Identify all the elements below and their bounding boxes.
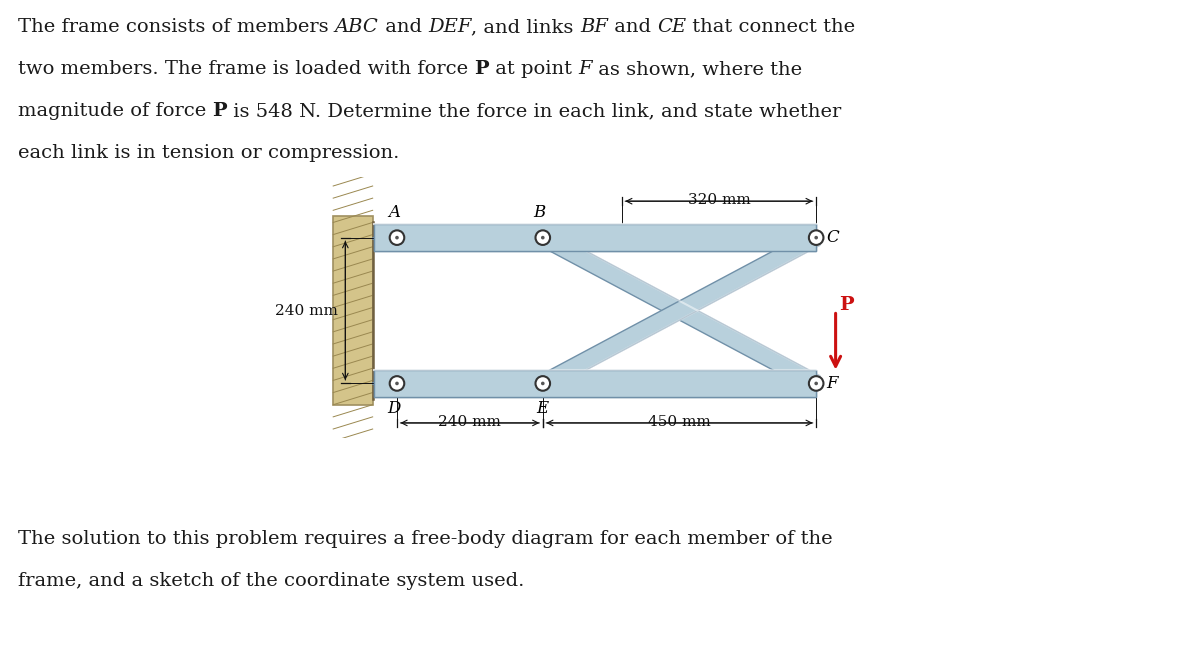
Text: F: F (826, 375, 838, 392)
Circle shape (395, 382, 398, 385)
Circle shape (395, 236, 398, 239)
Text: CE: CE (658, 18, 686, 36)
Circle shape (390, 376, 404, 390)
Text: and: and (379, 18, 428, 36)
Text: frame, and a sketch of the coordinate system used.: frame, and a sketch of the coordinate sy… (18, 572, 524, 590)
Text: F: F (578, 60, 592, 78)
Text: is 548 N. Determine the force in each link, and state whether: is 548 N. Determine the force in each li… (227, 102, 841, 120)
Text: 240 mm: 240 mm (275, 303, 338, 318)
Circle shape (541, 236, 545, 239)
Text: 240 mm: 240 mm (438, 415, 502, 429)
Text: DEF: DEF (428, 18, 472, 36)
Text: at point: at point (490, 60, 578, 78)
Text: C: C (826, 229, 839, 246)
Text: each link is in tension or compression.: each link is in tension or compression. (18, 144, 400, 162)
Polygon shape (374, 224, 816, 251)
Circle shape (815, 382, 818, 385)
Circle shape (809, 376, 823, 390)
Bar (334, 216, 373, 405)
Circle shape (390, 230, 404, 245)
Text: 450 mm: 450 mm (648, 415, 710, 429)
Text: 320 mm: 320 mm (688, 194, 750, 207)
Text: The solution to this problem requires a free-body diagram for each member of the: The solution to this problem requires a … (18, 530, 833, 548)
Circle shape (535, 376, 550, 390)
Circle shape (809, 230, 823, 245)
Circle shape (541, 382, 545, 385)
Text: E: E (536, 400, 548, 417)
Text: , and links: , and links (472, 18, 580, 36)
Text: BF: BF (580, 18, 607, 36)
Text: two members. The frame is loaded with force: two members. The frame is loaded with fo… (18, 60, 474, 78)
Text: P: P (212, 102, 227, 120)
Text: P: P (839, 296, 854, 313)
Polygon shape (374, 224, 816, 251)
Polygon shape (539, 230, 820, 391)
Text: P: P (474, 60, 490, 78)
Text: A: A (388, 203, 400, 220)
Text: D: D (388, 400, 401, 417)
Text: B: B (534, 203, 546, 220)
Text: that connect the: that connect the (686, 18, 856, 36)
Text: as shown, where the: as shown, where the (592, 60, 802, 78)
Polygon shape (539, 230, 820, 391)
Circle shape (815, 236, 818, 239)
Polygon shape (374, 370, 816, 397)
Text: ABC: ABC (335, 18, 379, 36)
Polygon shape (374, 370, 816, 397)
Text: magnitude of force: magnitude of force (18, 102, 212, 120)
Circle shape (535, 230, 550, 245)
Text: The frame consists of members: The frame consists of members (18, 18, 335, 36)
Text: and: and (607, 18, 658, 36)
